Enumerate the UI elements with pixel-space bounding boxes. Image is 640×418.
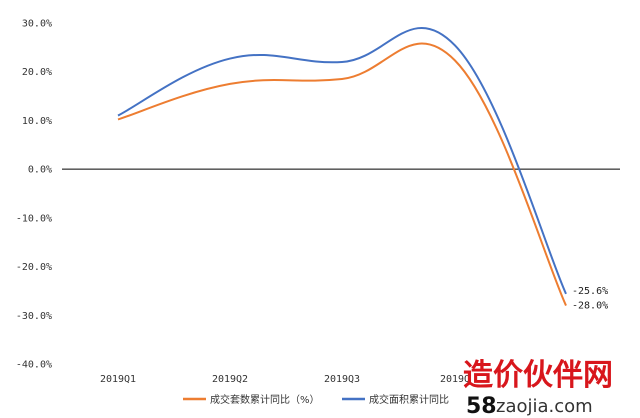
legend-label-area: 成交面积累计同比	[369, 393, 449, 406]
series-line-1	[117, 26, 567, 295]
y-tick-label: 10.0%	[22, 116, 52, 127]
x-tick-label: 2019Q	[440, 374, 470, 385]
series-layer	[117, 26, 567, 306]
legend-label-units: 成交套数累计同比（%）	[210, 393, 320, 406]
x-tick-label: 2019Q2	[212, 374, 248, 385]
x-tick-label: 2019Q1	[100, 374, 136, 385]
watermark-domain: zaojia.com	[496, 396, 593, 417]
end-labels: -28.0% -25.6%	[572, 286, 608, 312]
y-tick-label: -30.0%	[16, 311, 52, 322]
y-tick-label: -40.0%	[16, 360, 52, 371]
series-line-0	[117, 42, 567, 306]
legend: 成交套数累计同比（%） 成交面积累计同比	[183, 393, 449, 406]
x-tick-label: 2019Q3	[324, 374, 360, 385]
data-label-end: -28.0%	[572, 301, 608, 312]
y-tick-label: 30.0%	[22, 19, 52, 30]
y-tick-label: 0.0%	[28, 165, 52, 176]
watermark-number: 58	[466, 394, 497, 418]
y-axis: 30.0% 20.0% 10.0% 0.0% -10.0% -20.0% -30.0% -40…	[16, 19, 52, 371]
y-tick-label: -10.0%	[16, 213, 52, 224]
watermark-chinese: 造价伙伴网	[463, 358, 613, 393]
y-tick-label: 20.0%	[22, 67, 52, 78]
data-label-end: -25.6%	[572, 286, 608, 297]
x-axis: 2019Q1 2019Q2 2019Q3 2019Q	[100, 374, 470, 385]
watermark: 造价伙伴网 58 zaojia.com	[463, 358, 613, 418]
y-tick-label: -20.0%	[16, 262, 52, 273]
